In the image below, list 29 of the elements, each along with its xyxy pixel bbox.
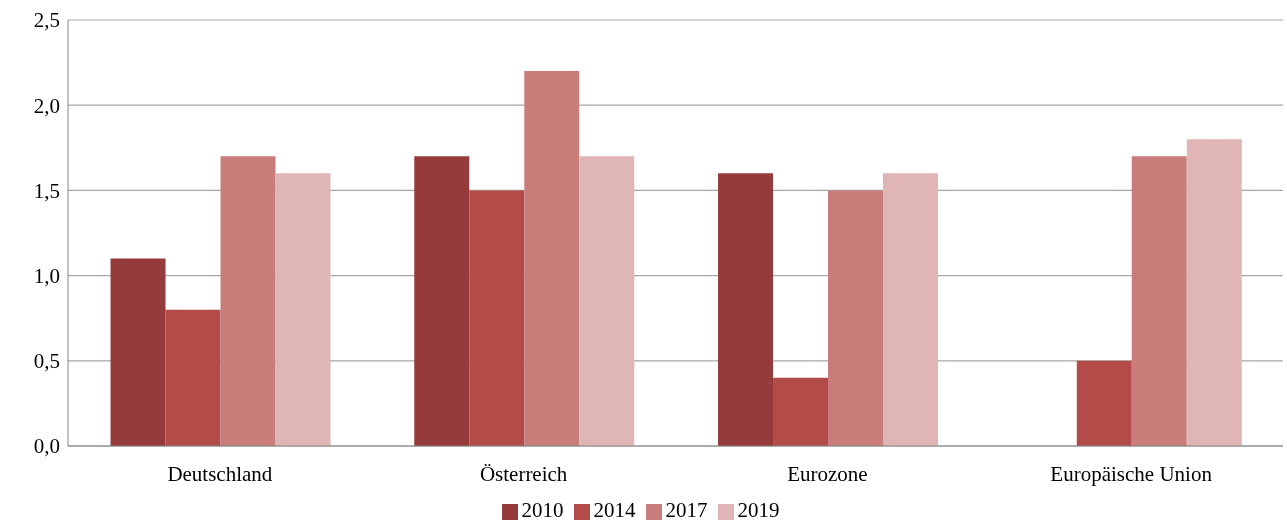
bar bbox=[469, 190, 525, 446]
y-tick-label: 2,0 bbox=[33, 93, 60, 118]
y-tick-label: 0,0 bbox=[33, 434, 60, 459]
bar bbox=[883, 173, 939, 446]
bar bbox=[1076, 360, 1132, 446]
bar bbox=[773, 377, 829, 446]
legend-label: 2019 bbox=[737, 498, 780, 522]
bar bbox=[1186, 139, 1242, 446]
bar bbox=[524, 71, 580, 446]
bar bbox=[828, 190, 884, 446]
x-tick-label: Deutschland bbox=[167, 461, 273, 486]
legend-label: 2017 bbox=[665, 498, 708, 522]
legend-label: 2010 bbox=[521, 498, 564, 522]
y-tick-label: 1,5 bbox=[33, 178, 60, 203]
x-tick-label: Eurozone bbox=[787, 461, 868, 486]
y-tick-label: 2,5 bbox=[33, 8, 60, 33]
x-tick-label: Österreich bbox=[479, 461, 568, 486]
bar bbox=[1131, 156, 1187, 446]
bar bbox=[165, 309, 221, 446]
bar bbox=[414, 156, 470, 446]
x-tick-label: Europäische Union bbox=[1050, 461, 1213, 486]
y-tick-label: 1,0 bbox=[33, 264, 60, 289]
bar bbox=[718, 173, 774, 446]
bar bbox=[275, 173, 331, 446]
bar bbox=[220, 156, 276, 446]
legend-label: 2014 bbox=[593, 498, 636, 522]
bar bbox=[579, 156, 635, 446]
y-tick-label: 0,5 bbox=[33, 349, 60, 374]
bar bbox=[110, 258, 166, 446]
